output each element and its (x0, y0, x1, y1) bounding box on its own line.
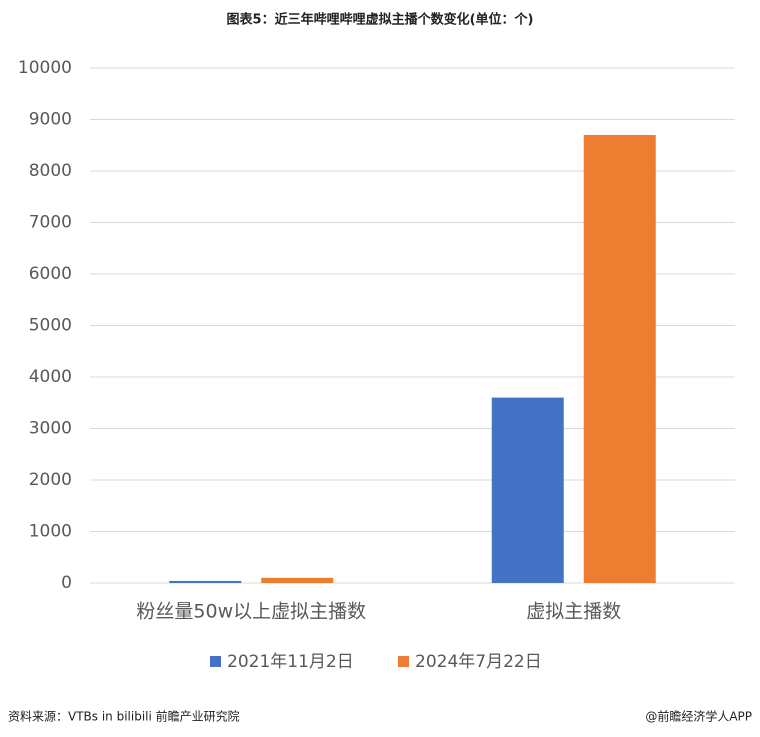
y-tick-label: 10000 (18, 58, 72, 78)
y-tick-label: 8000 (29, 161, 72, 181)
y-tick-label: 7000 (29, 213, 72, 233)
y-tick-label: 6000 (29, 264, 72, 284)
y-tick-label: 1000 (29, 522, 72, 542)
credit: @前瞻经济学人APP (645, 709, 752, 724)
x-tick-label: 粉丝量50w以上虚拟主播数 (136, 601, 366, 623)
source: 资料来源：VTBs in bilibili 前瞻产业研究院 (8, 709, 240, 724)
bar (491, 397, 564, 583)
bar (169, 580, 242, 583)
bar (583, 134, 656, 583)
legend-label: 2024年7月22日 (415, 652, 542, 672)
x-tick-label: 虚拟主播数 (526, 601, 621, 623)
y-tick-label: 0 (61, 573, 72, 593)
y-tick-label: 9000 (29, 110, 72, 130)
y-tick-label: 3000 (29, 419, 72, 439)
y-tick-label: 2000 (29, 470, 72, 490)
chart-title: 图表5：近三年哔哩哔哩虚拟主播个数变化(单位：个) (227, 12, 534, 28)
y-tick-label: 5000 (29, 316, 72, 336)
legend-label: 2021年11月2日 (227, 652, 354, 672)
legend-swatch (210, 656, 221, 667)
legend-swatch (398, 656, 409, 667)
y-tick-label: 4000 (29, 367, 72, 387)
bar (261, 577, 334, 583)
